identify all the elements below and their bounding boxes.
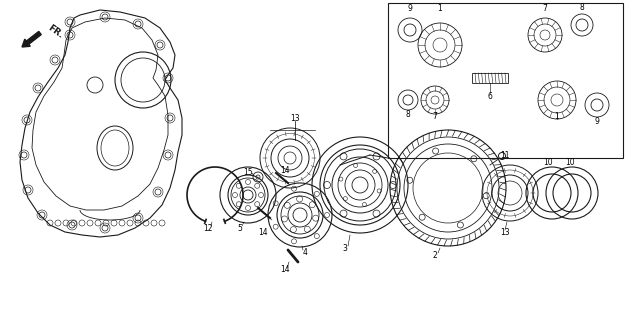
Text: 7: 7	[433, 111, 438, 121]
Text: 10: 10	[565, 157, 575, 166]
Text: 10: 10	[543, 157, 553, 166]
Text: 14: 14	[258, 228, 268, 236]
Text: 3: 3	[342, 244, 347, 252]
Text: 2: 2	[433, 251, 438, 260]
Text: 8: 8	[406, 109, 411, 118]
FancyArrow shape	[22, 31, 41, 47]
Text: 13: 13	[290, 114, 300, 123]
Text: 7: 7	[542, 4, 547, 12]
Text: 1: 1	[438, 4, 443, 12]
Text: 5: 5	[238, 223, 243, 233]
Text: 13: 13	[500, 228, 510, 236]
Circle shape	[498, 153, 505, 159]
Text: 1: 1	[555, 111, 559, 121]
Text: 14: 14	[280, 266, 290, 275]
Text: 14: 14	[280, 165, 290, 174]
Text: 6: 6	[488, 92, 492, 100]
Bar	[472, 73, 508, 83]
Text: 12: 12	[203, 223, 213, 233]
Text: 9: 9	[594, 116, 599, 125]
Text: FR.: FR.	[46, 24, 65, 40]
Text: 4: 4	[303, 247, 307, 257]
Text: 8: 8	[579, 3, 584, 12]
Bar	[388, 3, 623, 158]
Text: 15: 15	[243, 167, 253, 177]
Text: 11: 11	[500, 150, 510, 159]
Text: 9: 9	[408, 4, 413, 12]
